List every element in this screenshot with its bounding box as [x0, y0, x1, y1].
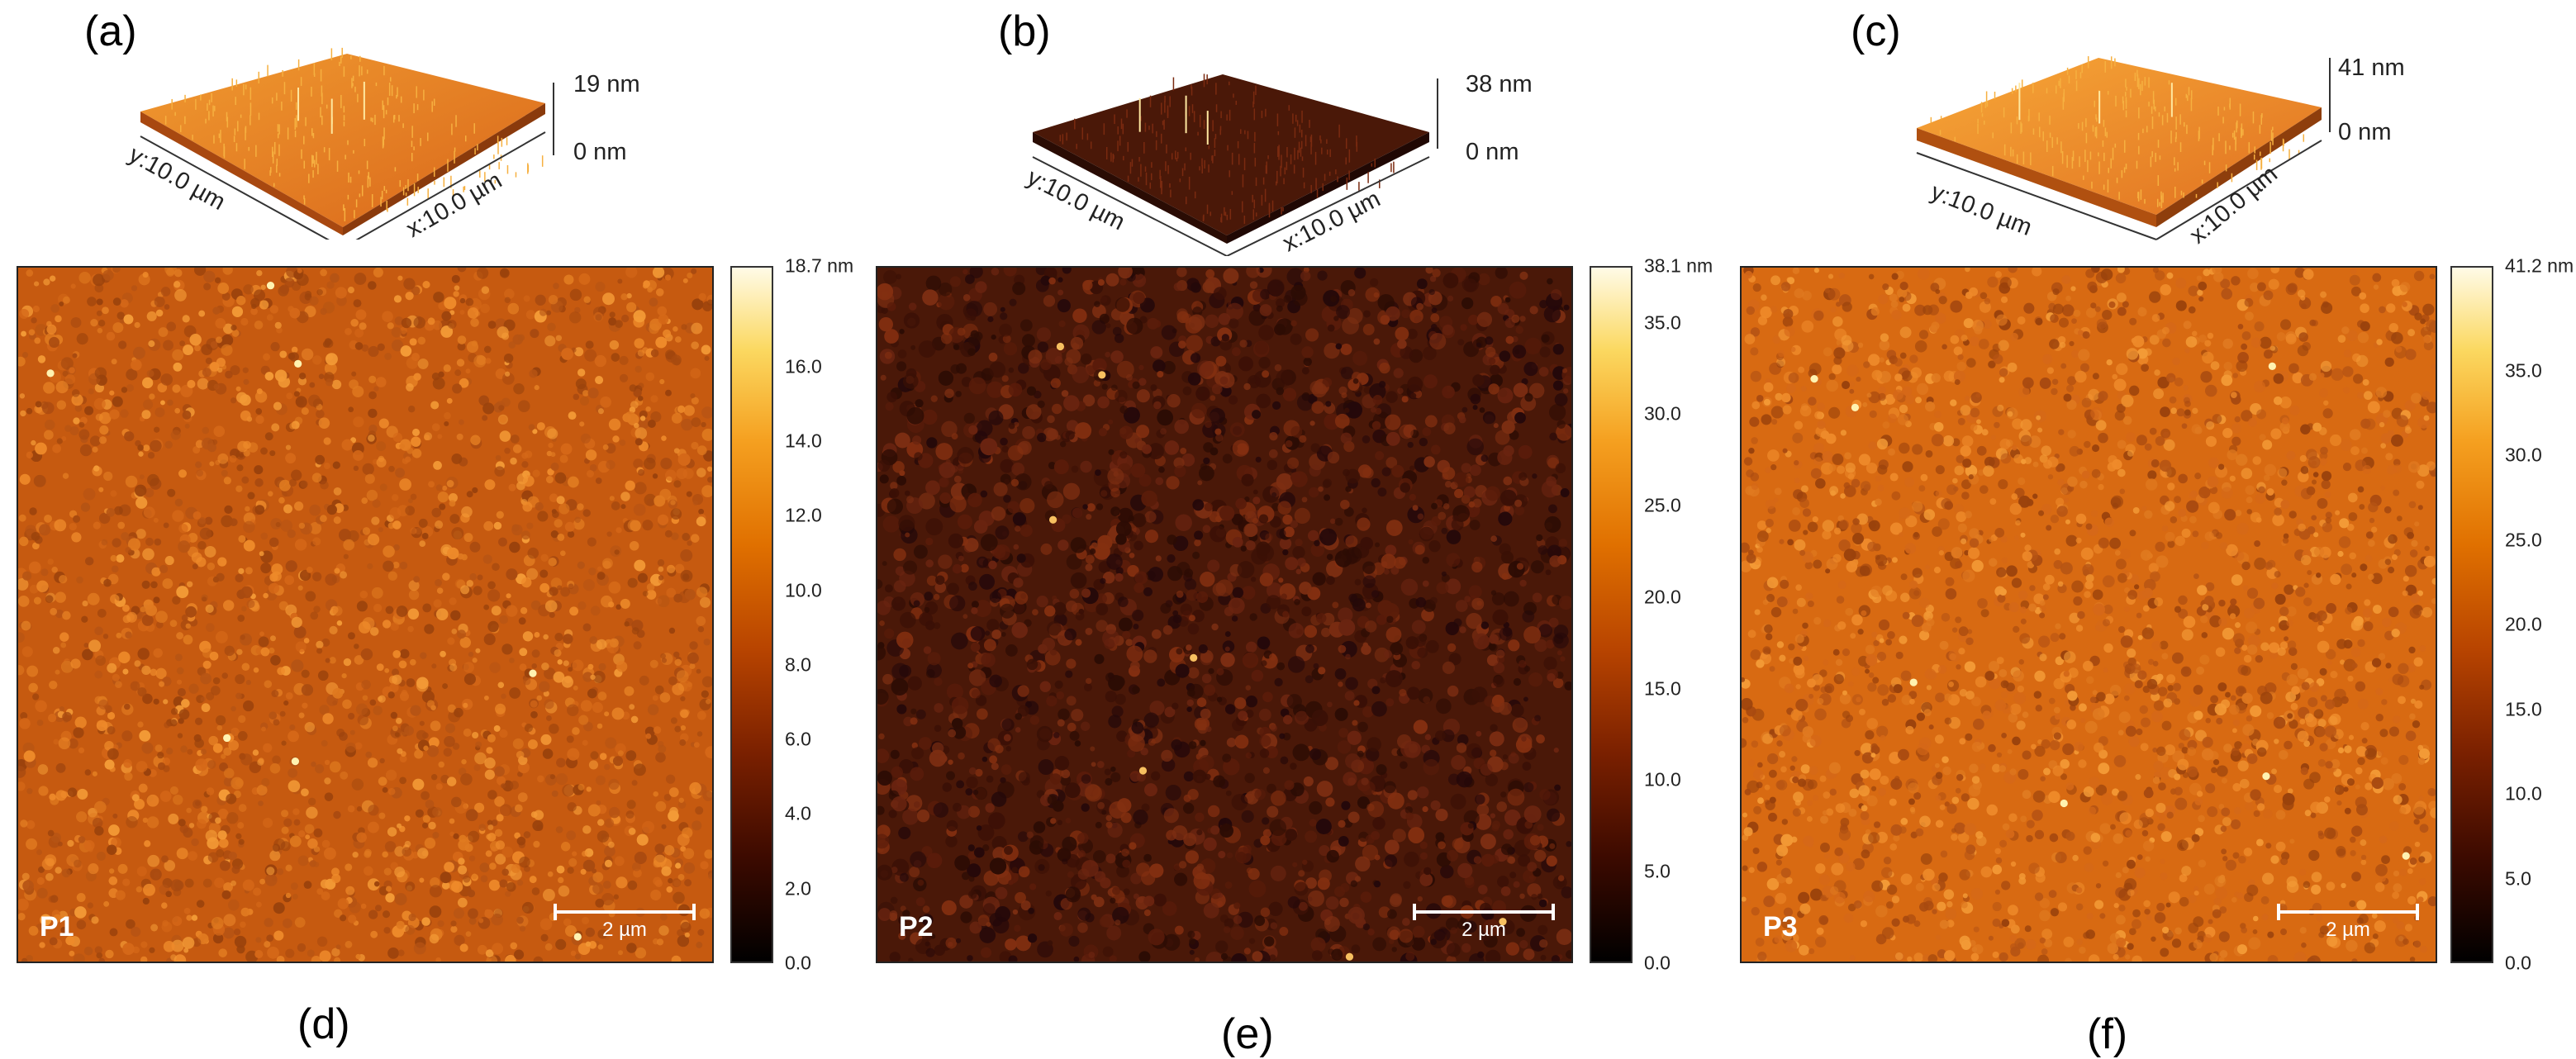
colorbar-tick-label: 4.0 [785, 803, 811, 825]
colorbar-tick-label: 41.2 nm [2505, 255, 2574, 278]
colorbar-tick-label: 30.0 [2505, 444, 2542, 467]
scale-bar-p2: 2 µm [1413, 910, 1555, 943]
afm-map-svg-p3 [1742, 268, 2436, 962]
colorbar-tick-label: 10.0 [1644, 769, 1681, 791]
colorbar-tick-label: 20.0 [2505, 614, 2542, 636]
surface-3d-svg-p2 [1008, 33, 1471, 256]
colorbar-tick-label: 38.1 nm [1644, 255, 1713, 278]
sample-label-p3: P3 [1763, 911, 1798, 943]
colorbar-tick-label: 15.0 [2505, 698, 2542, 720]
colorbar-tick-label: 20.0 [1644, 586, 1681, 608]
sample-label-p2: P2 [899, 911, 934, 943]
panel-label-d: (d) [297, 1000, 350, 1049]
scale-bar-p1: 2 µm [554, 910, 696, 943]
scale-bar-label-p1: 2 µm [554, 919, 696, 942]
afm-map-p1: P1 2 µm [17, 266, 714, 963]
z-max-label-p3: 41 nm [2338, 55, 2405, 82]
afm-map-svg-p1 [18, 268, 712, 962]
z-max-label-p2: 38 nm [1466, 71, 1533, 98]
panel-label-e: (e) [1221, 1009, 1274, 1059]
colorbar-p3 [2450, 266, 2493, 963]
colorbar-tick-label: 10.0 [785, 579, 822, 601]
surface-3d-p2 [1008, 33, 1471, 256]
colorbar-tick-label: 0.0 [785, 952, 811, 975]
scale-bar-label-p3: 2 µm [2277, 919, 2419, 942]
z-max-label-p1: 19 nm [573, 71, 640, 98]
colorbar-tick-label: 6.0 [785, 729, 811, 751]
scale-bar-label-p2: 2 µm [1413, 919, 1555, 942]
colorbar-p1 [730, 266, 773, 963]
z-min-label-p3: 0 nm [2338, 119, 2391, 146]
colorbar-p2 [1590, 266, 1633, 963]
colorbar-tick-label: 14.0 [785, 430, 822, 453]
colorbar-tick-label: 16.0 [785, 355, 822, 378]
colorbar-tick-label: 30.0 [1644, 403, 1681, 425]
surface-3d-svg-p1 [116, 17, 578, 240]
colorbar-tick-label: 0.0 [2505, 952, 2531, 975]
surface-3d-p1 [116, 17, 578, 240]
colorbar-tick-label: 5.0 [1644, 861, 1671, 883]
afm-map-p2: P2 2 µm [876, 266, 1573, 963]
colorbar-tick-label: 35.0 [1644, 311, 1681, 334]
afm-map-svg-p2 [877, 268, 1571, 962]
colorbar-tick-label: 25.0 [1644, 495, 1681, 517]
colorbar-tick-label: 12.0 [785, 505, 822, 527]
afm-map-p3: P3 2 µm [1740, 266, 2437, 963]
colorbar-tick-label: 5.0 [2505, 867, 2531, 890]
z-min-label-p2: 0 nm [1466, 139, 1519, 166]
colorbar-tick-label: 2.0 [785, 877, 811, 900]
panel-label-f: (f) [2087, 1009, 2127, 1059]
colorbar-tick-label: 35.0 [2505, 360, 2542, 382]
colorbar-tick-label: 8.0 [785, 653, 811, 676]
colorbar-tick-label: 0.0 [1644, 952, 1671, 975]
colorbar-tick-label: 18.7 nm [785, 255, 853, 278]
colorbar-tick-label: 15.0 [1644, 677, 1681, 700]
scale-bar-p3: 2 µm [2277, 910, 2419, 943]
colorbar-tick-label: 25.0 [2505, 529, 2542, 551]
z-min-label-p1: 0 nm [573, 139, 626, 166]
sample-label-p1: P1 [40, 911, 74, 943]
colorbar-tick-label: 10.0 [2505, 783, 2542, 805]
